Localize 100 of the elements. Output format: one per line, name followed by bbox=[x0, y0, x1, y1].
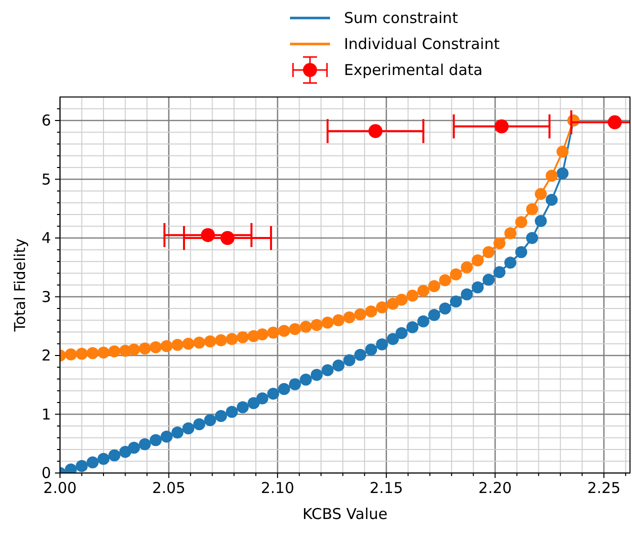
legend-label: Experimental data bbox=[344, 61, 483, 79]
point bbox=[322, 364, 334, 376]
point bbox=[278, 324, 290, 337]
point bbox=[236, 331, 249, 344]
point bbox=[368, 124, 382, 138]
point bbox=[182, 422, 194, 434]
point bbox=[354, 348, 366, 361]
point bbox=[193, 336, 206, 349]
point bbox=[171, 338, 184, 351]
point bbox=[428, 308, 440, 321]
point bbox=[546, 170, 558, 182]
x-tick-label: 2.15 bbox=[370, 479, 404, 497]
point bbox=[86, 347, 99, 360]
point bbox=[128, 344, 140, 356]
point bbox=[396, 327, 408, 340]
point bbox=[288, 323, 301, 336]
point bbox=[98, 452, 110, 465]
point bbox=[288, 378, 301, 390]
point bbox=[108, 345, 120, 358]
point bbox=[278, 382, 290, 395]
point bbox=[64, 348, 77, 360]
point bbox=[515, 246, 528, 258]
point bbox=[534, 214, 547, 227]
y-tick-label: 4 bbox=[41, 229, 51, 247]
point bbox=[267, 326, 280, 339]
point bbox=[504, 256, 516, 269]
point bbox=[171, 426, 184, 438]
point bbox=[267, 388, 280, 400]
point bbox=[128, 442, 140, 454]
point bbox=[354, 308, 366, 320]
point bbox=[504, 227, 516, 240]
point bbox=[160, 430, 173, 443]
point bbox=[406, 290, 418, 302]
point bbox=[108, 449, 120, 462]
point bbox=[376, 338, 388, 350]
point bbox=[204, 335, 216, 348]
point bbox=[150, 434, 162, 446]
point bbox=[494, 119, 509, 134]
point bbox=[76, 460, 88, 472]
point bbox=[417, 315, 430, 328]
point bbox=[214, 410, 227, 422]
point bbox=[450, 295, 462, 308]
point bbox=[204, 414, 216, 426]
y-tick-label: 6 bbox=[41, 112, 51, 130]
point bbox=[428, 280, 440, 292]
point bbox=[76, 348, 88, 360]
point bbox=[193, 418, 206, 430]
x-tick-label: 2.10 bbox=[260, 479, 294, 497]
point bbox=[322, 316, 334, 329]
point bbox=[515, 216, 528, 228]
point bbox=[386, 333, 399, 346]
y-tick-label: 3 bbox=[41, 288, 51, 306]
point bbox=[608, 115, 622, 130]
point bbox=[226, 406, 238, 418]
point bbox=[365, 305, 378, 318]
point bbox=[376, 301, 388, 314]
point bbox=[365, 344, 378, 356]
x-axis-title: KCBS Value bbox=[302, 505, 388, 523]
point bbox=[472, 254, 484, 266]
point bbox=[406, 321, 418, 334]
point bbox=[300, 374, 312, 386]
point bbox=[472, 281, 484, 294]
point bbox=[526, 232, 538, 244]
point bbox=[256, 328, 268, 340]
point bbox=[439, 274, 452, 286]
point bbox=[460, 261, 473, 274]
y-tick-label: 0 bbox=[41, 464, 51, 482]
x-tick-label: 2.20 bbox=[478, 479, 512, 497]
point bbox=[526, 203, 538, 216]
point bbox=[138, 342, 151, 354]
point bbox=[332, 314, 344, 326]
point bbox=[256, 392, 268, 404]
point bbox=[160, 340, 173, 352]
point bbox=[556, 146, 569, 158]
y-tick-label: 2 bbox=[41, 346, 51, 364]
x-tick-label: 2.25 bbox=[587, 479, 621, 497]
point bbox=[214, 334, 227, 346]
y-tick-label: 1 bbox=[41, 405, 51, 424]
y-tick-label: 5 bbox=[41, 170, 51, 188]
point bbox=[493, 237, 506, 250]
point bbox=[226, 333, 238, 346]
point bbox=[248, 397, 260, 410]
point bbox=[343, 311, 356, 324]
point bbox=[236, 401, 249, 414]
x-tick-label: 2.00 bbox=[43, 479, 77, 497]
point bbox=[450, 268, 462, 280]
point bbox=[98, 346, 110, 359]
point bbox=[310, 318, 323, 331]
point bbox=[182, 338, 194, 350]
point bbox=[343, 354, 356, 366]
point bbox=[150, 341, 162, 354]
point bbox=[534, 188, 547, 200]
point bbox=[556, 167, 569, 180]
legend-label: Individual Constraint bbox=[344, 35, 500, 53]
point bbox=[86, 456, 99, 468]
point bbox=[482, 274, 495, 286]
point bbox=[460, 288, 473, 300]
point bbox=[220, 231, 235, 245]
point bbox=[138, 438, 151, 450]
y-axis-title: Total Fidelity bbox=[11, 238, 29, 333]
